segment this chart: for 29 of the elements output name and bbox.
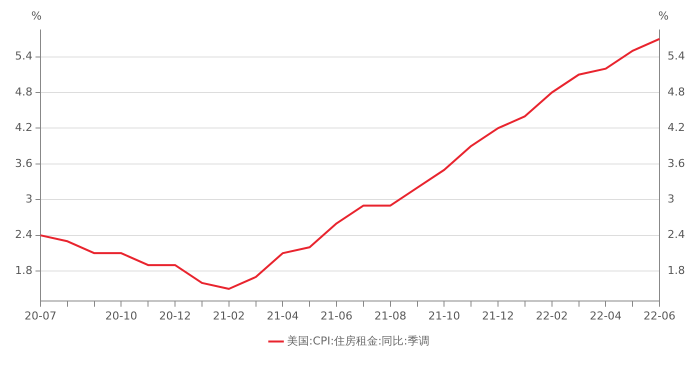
x-tick-label: 20-12 [159, 309, 192, 322]
y-tick-label: 4.8 [14, 85, 32, 98]
x-tick-label: 22-04 [590, 309, 622, 322]
y2-axis-title: % [658, 9, 669, 22]
x-tick-label: 21-04 [266, 309, 299, 322]
x-tick-label: 21-08 [374, 309, 406, 322]
y-tick-label: 4.2 [14, 121, 32, 134]
y-tick-label: 2.4 [14, 228, 32, 242]
y-tick-label: 5.4 [14, 50, 32, 63]
x-tick-label: 21-10 [428, 309, 460, 322]
x-tick-label: 21-12 [482, 309, 514, 322]
y2-tick-label: 3.6 [668, 156, 686, 170]
y2-tick-label: 3 [668, 192, 675, 206]
y-tick-label: 3.6 [14, 156, 32, 170]
x-tick-label: 22-06 [644, 309, 676, 322]
x-tick-label: 21-06 [320, 309, 353, 322]
legend-label: 美国:CPI:住房租金:同比:季调 [287, 334, 430, 348]
y2-tick-label: 4.2 [668, 121, 686, 134]
y2-tick-label: 1.8 [668, 264, 686, 277]
y-axis-title: % [31, 9, 42, 22]
y2-tick-label: 5.4 [668, 50, 686, 63]
x-tick-label: 21-02 [212, 309, 245, 322]
y2-tick-label: 2.4 [668, 228, 686, 242]
x-tick-label: 22-02 [536, 309, 568, 322]
y2-tick-label: 4.8 [668, 85, 686, 98]
x-tick-label: 20-07 [24, 309, 56, 322]
y-tick-label: 3 [25, 192, 32, 206]
y-tick-label: 1.8 [14, 264, 32, 277]
x-tick-label: 20-10 [105, 309, 138, 322]
